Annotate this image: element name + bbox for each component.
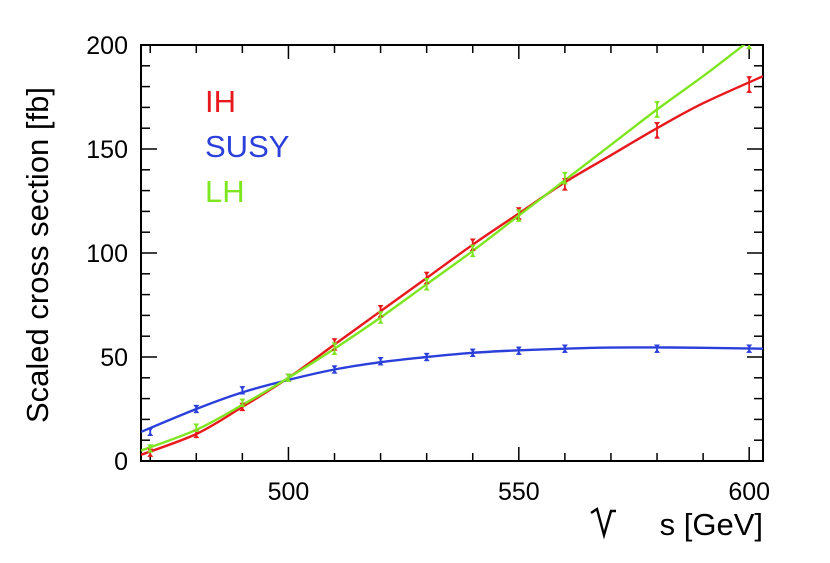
y-axis-title: Scaled cross section [fb] [20,87,55,423]
data-point-susy [654,344,661,353]
data-point-susy [515,346,522,355]
fit-curve-lh [141,45,746,452]
data-point-lh [746,45,753,50]
data-point-lh [377,311,384,324]
sqrt-symbol [590,507,616,540]
data-point-susy [331,365,338,374]
data-point-susy [147,427,154,437]
legend-entry-susy: SUSY [205,129,289,164]
data-point-lh [331,342,338,355]
data-point-lh [515,209,522,222]
data-point-lh [147,444,154,453]
x-axis-title-group: s [GeV] [590,507,763,542]
data-point-lh [239,398,246,407]
data-point-ih [654,121,661,139]
data-point-susy [561,344,568,353]
data-point-lh [469,244,476,258]
data-points [147,45,753,457]
fit-curve-susy [141,346,763,434]
y-tick-label: 100 [86,240,128,268]
x-tick-label: 600 [728,478,770,506]
data-point-susy [193,404,200,414]
x-tick-label: 550 [498,478,540,506]
data-point-lh [423,277,430,291]
x-axis-title: s [GeV] [660,507,763,542]
data-point-susy [746,344,753,353]
legend: IH SUSY LH [205,84,289,209]
data-point-lh [654,101,661,118]
legend-entry-ih: IH [205,84,236,119]
data-point-susy [239,386,246,395]
data-point-lh [193,423,200,432]
data-point-susy [423,352,430,362]
y-tick-label: 150 [86,136,128,164]
x-tick-label: 500 [268,478,310,506]
data-point-susy [469,348,476,357]
data-point-lh [561,171,568,185]
legend-entry-lh: LH [205,174,245,209]
y-tick-label: 200 [86,32,128,60]
axes: 500 550 600 0 50 100 150 200 [86,32,770,506]
data-point-ih [746,76,753,93]
y-tick-label: 0 [114,448,128,476]
axis-labels: Scaled cross section [fb] s [GeV] [20,87,763,542]
data-point-susy [377,357,384,366]
y-tick-label: 50 [100,344,128,372]
data-point-lh [285,373,292,382]
